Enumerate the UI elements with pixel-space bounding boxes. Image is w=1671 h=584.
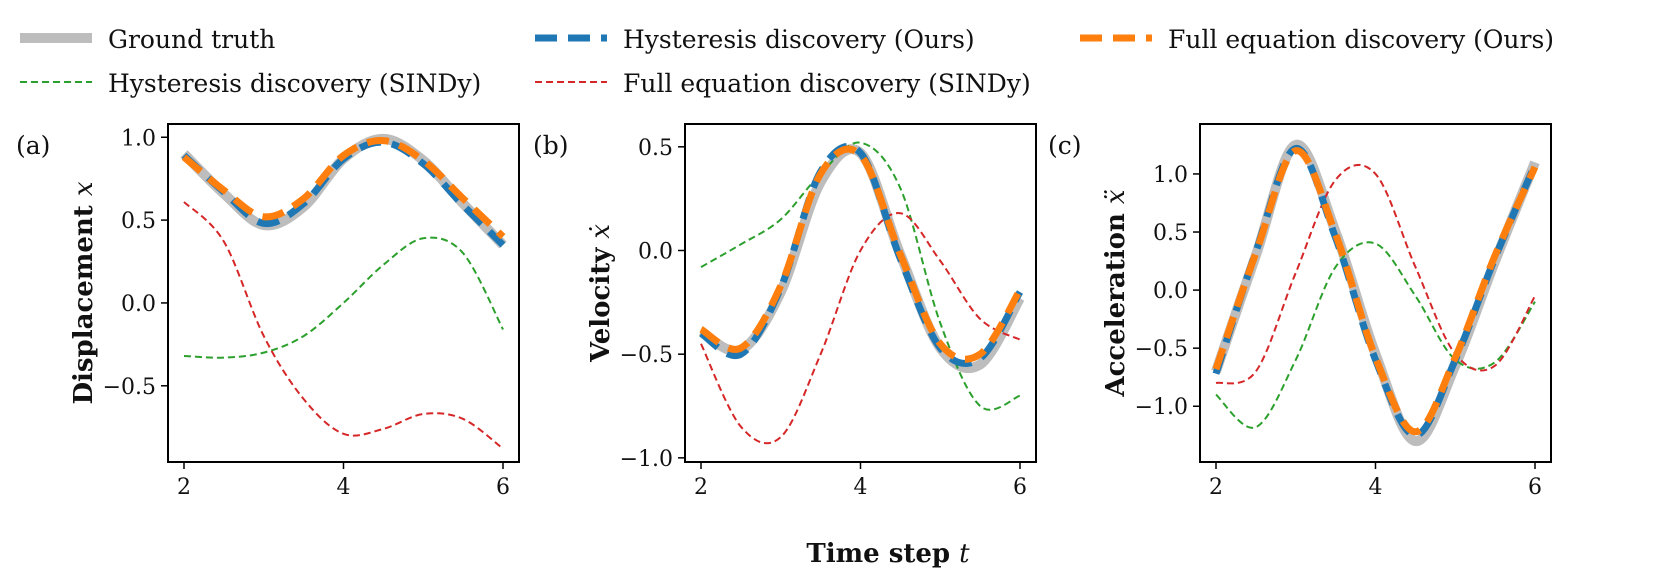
x-axis-label: Time step t (806, 539, 970, 569)
y-axis-variable: x (69, 181, 99, 196)
x-tick-label: 4 (854, 475, 868, 500)
series-line-hysteresis-discovery-ours (698, 143, 1024, 368)
legend-label: Full equation discovery (Ours) (1168, 25, 1554, 54)
legend-label: Hysteresis discovery (SINDy) (108, 69, 481, 98)
x-tick-label: 2 (1209, 475, 1223, 500)
y-tick-label: −1.0 (620, 447, 673, 472)
legend: Ground truth Hysteresis discovery (Ours) F… (20, 25, 1554, 98)
series-line-full-equation-discovery-ours (181, 137, 506, 240)
series-group (698, 141, 1025, 445)
series-line-full-equation-discovery-sindy (1215, 164, 1536, 385)
series-line-hysteresis-discovery-sindy (1215, 241, 1536, 429)
plot-frame (684, 123, 1037, 463)
y-tick-label: 0.0 (121, 292, 156, 317)
panel-label: (c) (1048, 131, 1082, 160)
y-axis-label: Acceleration ẍ (1101, 189, 1131, 398)
x-tick-label: 2 (694, 475, 708, 500)
x-tick-label: 2 (177, 475, 191, 500)
series-line-hysteresis-discovery-sindy (700, 141, 1021, 411)
panel-b: 2 4 6 0.5 0.0 −0.5 −1.0 (b) Velocity ẋ (533, 123, 1037, 500)
legend-label: Hysteresis discovery (Ours) (623, 25, 975, 54)
y-axis-label: Velocity ẋ (586, 224, 616, 363)
plot-frame (167, 123, 520, 463)
y-tick-label: 1.0 (1153, 163, 1188, 188)
series-line-full-equation-discovery-sindy (700, 212, 1021, 445)
x-axis-variable: t (959, 539, 970, 569)
y-tick-label: 0.0 (1153, 279, 1188, 304)
y-axis-label-text: Velocity (586, 239, 616, 363)
legend-entry-full-equation-discovery-sindy: Full equation discovery (SINDy) (535, 69, 1031, 98)
series-line-full-equation-discovery-ours (699, 145, 1024, 363)
y-tick-label: −0.5 (620, 343, 673, 368)
legend-entry-hysteresis-discovery-sindy: Hysteresis discovery (SINDy) (20, 69, 481, 98)
panel-c: 2 4 6 1.0 0.5 0.0 −0.5 −1.0 (c) Acceleration ẍ (1048, 123, 1552, 500)
y-tick-label: −0.5 (1135, 337, 1188, 362)
y-axis-variable: ẍ (1101, 189, 1131, 204)
panel-label: (b) (533, 131, 569, 160)
panel-label: (a) (16, 131, 50, 160)
x-tick-label: 4 (337, 475, 351, 500)
y-axis-label: Displacement x (69, 181, 99, 404)
panels: 2 4 6 1.0 0.5 0.0 −0.5 (a) Displacement x 2 4 6 0.5 0… (16, 123, 1552, 500)
x-tick-label: 6 (1528, 475, 1542, 500)
x-tick-label: 6 (496, 475, 510, 500)
x-tick-label: 4 (1369, 475, 1383, 500)
y-tick-label: 0.0 (638, 239, 673, 264)
legend-label: Full equation discovery (SINDy) (623, 69, 1031, 98)
y-tick-label: 0.5 (121, 209, 156, 234)
series-line-full-equation-discovery-sindy (183, 201, 504, 450)
y-tick-label: −1.0 (1135, 395, 1188, 420)
series-group (1211, 139, 1540, 447)
y-tick-label: 0.5 (638, 136, 673, 161)
y-axis-variable: ẋ (586, 224, 616, 239)
legend-entry-full-equation-discovery-ours: Full equation discovery (Ours) (1080, 25, 1554, 54)
series-line-ground-truth (698, 144, 1025, 373)
panel-a: 2 4 6 1.0 0.5 0.0 −0.5 (a) Displacement x (16, 123, 520, 500)
y-axis-label-text: Acceleration (1101, 204, 1131, 398)
legend-entry-hysteresis-discovery-ours: Hysteresis discovery (Ours) (535, 25, 975, 54)
series-line-ground-truth (1211, 139, 1540, 447)
legend-entry-ground-truth: Ground truth (20, 25, 275, 54)
series-line-full-equation-discovery-ours (1212, 147, 1539, 436)
series-group (180, 133, 507, 450)
y-axis-label-text: Displacement (69, 196, 99, 404)
y-tick-label: 0.5 (1153, 221, 1188, 246)
x-tick-label: 6 (1013, 475, 1027, 500)
y-tick-label: −0.5 (103, 375, 156, 400)
y-tick-label: 1.0 (121, 126, 156, 151)
legend-label: Ground truth (108, 25, 275, 54)
